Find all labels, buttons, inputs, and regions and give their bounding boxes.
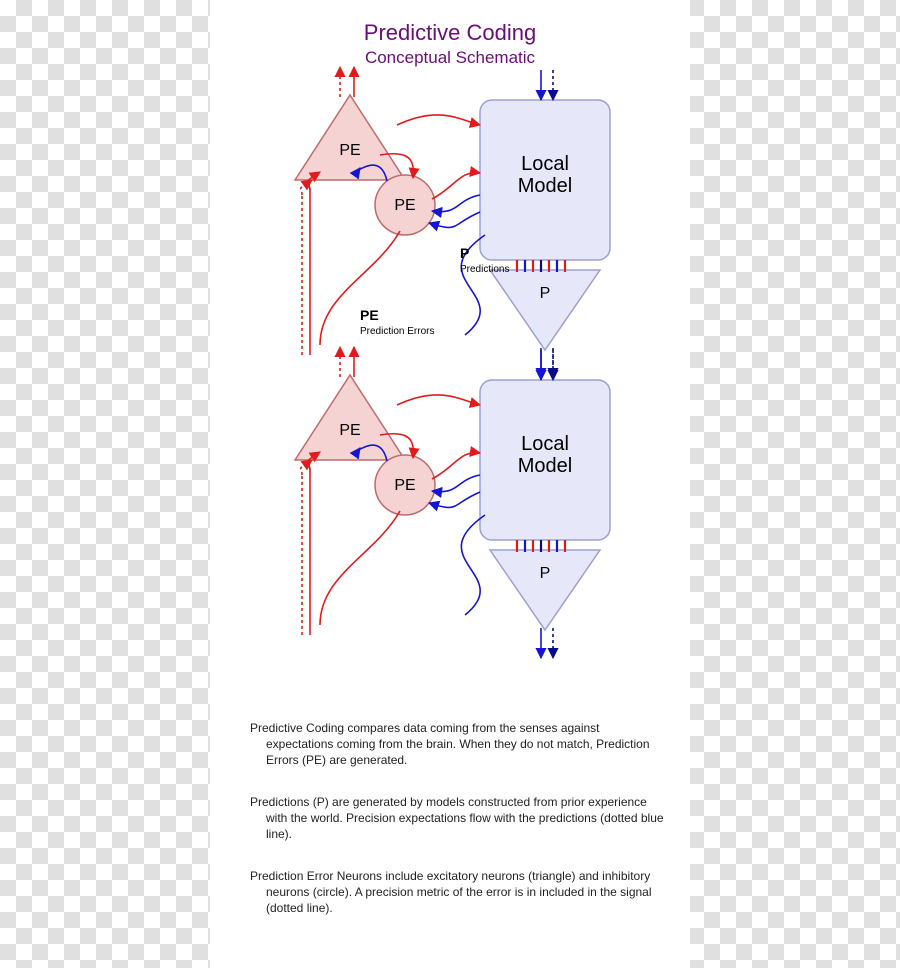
- caption-paragraph: Prediction Error Neurons include excitat…: [250, 868, 666, 917]
- svg-text:PE: PE: [339, 422, 360, 439]
- svg-text:P: P: [460, 245, 469, 261]
- pe-triangle: [295, 95, 405, 180]
- svg-text:PE: PE: [394, 197, 415, 214]
- svg-text:P: P: [540, 285, 551, 302]
- svg-text:Prediction Errors: Prediction Errors: [360, 326, 434, 337]
- diagram-stage: Predictive Coding Conceptual Schematic L…: [210, 0, 690, 968]
- prediction-triangle: [490, 550, 600, 630]
- prediction-triangle: [490, 270, 600, 350]
- caption-paragraph: Predictive Coding compares data coming f…: [250, 720, 666, 769]
- caption-paragraph: Predictions (P) are generated by models …: [250, 794, 666, 843]
- svg-text:LocalModel: LocalModel: [518, 153, 572, 197]
- svg-text:PE: PE: [394, 477, 415, 494]
- svg-text:P: P: [540, 565, 551, 582]
- svg-text:PE: PE: [360, 307, 379, 323]
- pc-module: LocalModel P PE PE: [295, 347, 610, 658]
- svg-text:LocalModel: LocalModel: [518, 433, 572, 477]
- pc-module: LocalModel P PE PE: [295, 67, 610, 378]
- svg-text:Predictions: Predictions: [460, 264, 509, 275]
- pe-triangle: [295, 375, 405, 460]
- svg-text:PE: PE: [339, 142, 360, 159]
